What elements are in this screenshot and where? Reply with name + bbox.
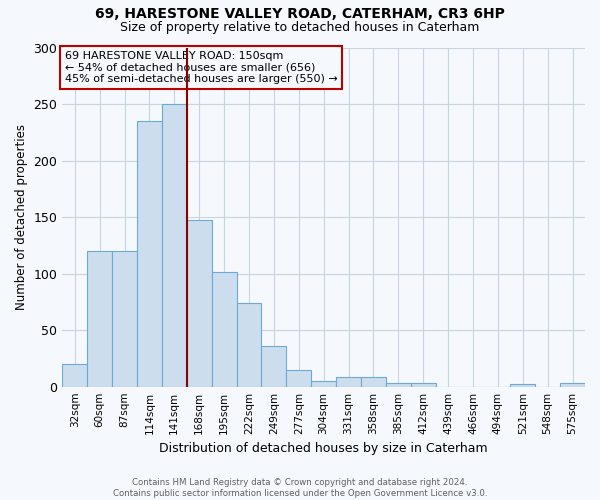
Bar — [62, 364, 87, 386]
Text: 69 HARESTONE VALLEY ROAD: 150sqm
← 54% of detached houses are smaller (656)
45% : 69 HARESTONE VALLEY ROAD: 150sqm ← 54% o… — [65, 51, 338, 84]
Bar — [386, 384, 411, 386]
Bar — [236, 303, 262, 386]
Bar — [286, 370, 311, 386]
Bar — [87, 251, 112, 386]
Bar — [361, 376, 386, 386]
Bar — [411, 384, 436, 386]
Bar — [560, 384, 585, 386]
Bar — [511, 384, 535, 386]
Bar — [212, 272, 236, 386]
Bar — [336, 376, 361, 386]
Bar — [311, 381, 336, 386]
Bar — [112, 251, 137, 386]
Text: 69, HARESTONE VALLEY ROAD, CATERHAM, CR3 6HP: 69, HARESTONE VALLEY ROAD, CATERHAM, CR3… — [95, 8, 505, 22]
X-axis label: Distribution of detached houses by size in Caterham: Distribution of detached houses by size … — [160, 442, 488, 455]
Y-axis label: Number of detached properties: Number of detached properties — [15, 124, 28, 310]
Bar — [262, 346, 286, 387]
Bar — [137, 121, 162, 386]
Text: Contains HM Land Registry data © Crown copyright and database right 2024.
Contai: Contains HM Land Registry data © Crown c… — [113, 478, 487, 498]
Bar — [162, 104, 187, 387]
Bar — [187, 220, 212, 386]
Text: Size of property relative to detached houses in Caterham: Size of property relative to detached ho… — [121, 21, 479, 34]
